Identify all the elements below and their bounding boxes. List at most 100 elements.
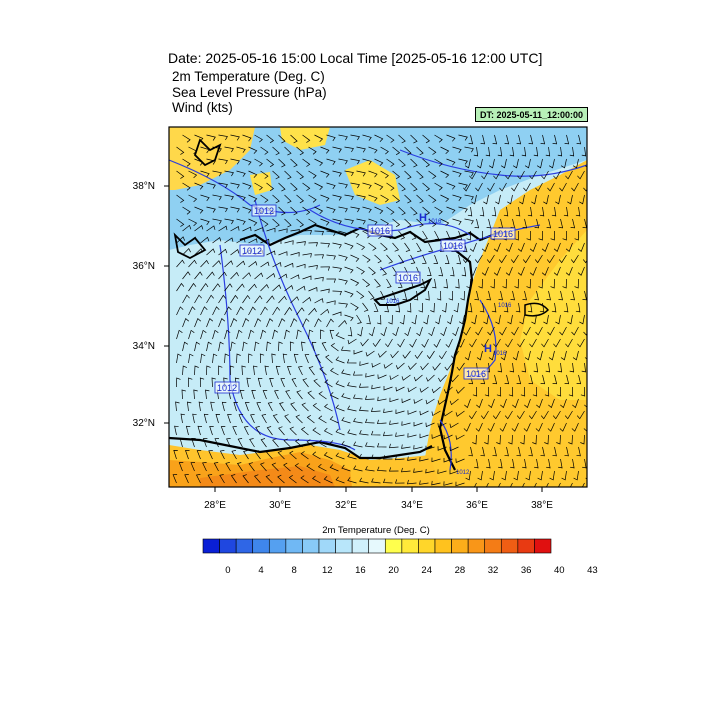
wind-barb bbox=[584, 404, 587, 408]
wind-barb bbox=[176, 170, 185, 179]
wind-barb bbox=[373, 302, 379, 312]
wind-barb bbox=[206, 365, 211, 376]
wind-barb bbox=[272, 329, 279, 340]
wind-barb bbox=[560, 158, 567, 169]
wind-barb bbox=[294, 463, 303, 472]
wind-barb bbox=[548, 158, 555, 169]
wind-barb bbox=[368, 326, 375, 337]
wind-barb bbox=[278, 426, 285, 436]
wind-barb bbox=[272, 438, 279, 448]
wind-barb bbox=[236, 329, 243, 340]
wind-barb bbox=[320, 288, 330, 294]
wind-barb bbox=[260, 462, 267, 472]
wind-barb bbox=[230, 226, 240, 232]
wind-barb bbox=[392, 326, 399, 337]
wind-barb bbox=[200, 146, 210, 154]
wind-barb bbox=[356, 218, 366, 225]
wind-barb bbox=[370, 454, 381, 460]
wind-barb bbox=[538, 230, 543, 241]
wind-barb bbox=[254, 318, 262, 328]
wind-barb bbox=[362, 158, 372, 165]
wind-barb bbox=[541, 242, 549, 252]
wind-barb bbox=[278, 318, 286, 328]
wind-barb bbox=[368, 290, 375, 300]
wind-barb bbox=[475, 422, 483, 432]
lat-tick-label: 34°N bbox=[133, 341, 155, 352]
wind-barb bbox=[422, 158, 430, 168]
wind-barb bbox=[289, 341, 295, 352]
wind-barb bbox=[366, 314, 371, 325]
wind-barb bbox=[344, 290, 354, 298]
wind-barb bbox=[338, 302, 348, 308]
wind-barb bbox=[558, 218, 564, 229]
wind-barb bbox=[182, 294, 190, 304]
wind-barb bbox=[307, 390, 315, 400]
wind-barb bbox=[242, 318, 250, 328]
wind-barb bbox=[278, 273, 288, 280]
wind-barb bbox=[589, 135, 593, 144]
wind-barb bbox=[536, 350, 543, 361]
wind-barb bbox=[205, 389, 210, 400]
wind-barb bbox=[230, 474, 237, 484]
wind-barb bbox=[249, 438, 255, 448]
wind-barb bbox=[347, 453, 357, 460]
wind-barb bbox=[284, 194, 292, 204]
wind-barb bbox=[341, 369, 351, 376]
wind-barb bbox=[362, 302, 369, 312]
wind-barb bbox=[540, 446, 545, 457]
wind-barb bbox=[455, 458, 465, 464]
colorbar-swatch bbox=[368, 538, 386, 554]
wind-barb bbox=[569, 362, 575, 373]
wind-barb bbox=[563, 302, 569, 313]
wind-barb bbox=[570, 290, 575, 301]
wind-barb bbox=[266, 158, 275, 168]
wind-barb bbox=[335, 404, 345, 412]
wind-barb bbox=[457, 338, 465, 348]
wind-barb bbox=[318, 439, 327, 448]
wind-barb bbox=[511, 422, 519, 432]
wind-barb bbox=[300, 426, 309, 436]
wind-barb bbox=[474, 290, 479, 301]
wind-barb bbox=[540, 374, 546, 385]
wind-barb bbox=[224, 329, 231, 340]
wind-barb bbox=[323, 403, 333, 412]
wind-barb bbox=[289, 450, 297, 460]
wind-barb bbox=[206, 182, 216, 189]
lon-tick-label: 36°E bbox=[466, 500, 488, 511]
lon-tick-label: 30°E bbox=[269, 500, 291, 511]
wind-barb bbox=[571, 182, 579, 192]
wind-barb bbox=[395, 409, 405, 414]
colorbar-swatch bbox=[235, 538, 254, 554]
wind-barb bbox=[182, 341, 189, 352]
wind-barb bbox=[491, 206, 497, 217]
wind-barb bbox=[362, 182, 372, 189]
wind-barb bbox=[416, 170, 424, 180]
wind-barb bbox=[377, 314, 382, 325]
wind-barb bbox=[544, 386, 550, 397]
wind-barb bbox=[196, 450, 202, 460]
wind-barb bbox=[462, 254, 471, 264]
wind-barb bbox=[359, 430, 369, 436]
wind-barb bbox=[433, 338, 441, 348]
wind-barb bbox=[544, 434, 549, 445]
isobar-label: 1016 bbox=[466, 369, 486, 379]
wind-barb bbox=[239, 389, 245, 400]
wind-barb bbox=[230, 182, 240, 189]
colorbar-swatch bbox=[484, 538, 502, 554]
wind-barb bbox=[419, 410, 429, 416]
wind-barb bbox=[492, 374, 498, 385]
wind-barb bbox=[580, 434, 585, 445]
wind-barb bbox=[374, 254, 382, 264]
wind-barb bbox=[384, 302, 389, 313]
wind-barb bbox=[521, 362, 527, 373]
wind-barb bbox=[534, 458, 539, 469]
wind-barb bbox=[380, 242, 388, 252]
wind-barb bbox=[181, 389, 186, 400]
wind-barb bbox=[188, 377, 193, 387]
wind-barb bbox=[380, 326, 387, 337]
wind-barb bbox=[362, 254, 371, 263]
wind-barb bbox=[202, 438, 208, 448]
colorbar-swatch bbox=[500, 538, 519, 554]
wind-barb bbox=[395, 479, 405, 484]
wind-barb bbox=[194, 341, 200, 352]
